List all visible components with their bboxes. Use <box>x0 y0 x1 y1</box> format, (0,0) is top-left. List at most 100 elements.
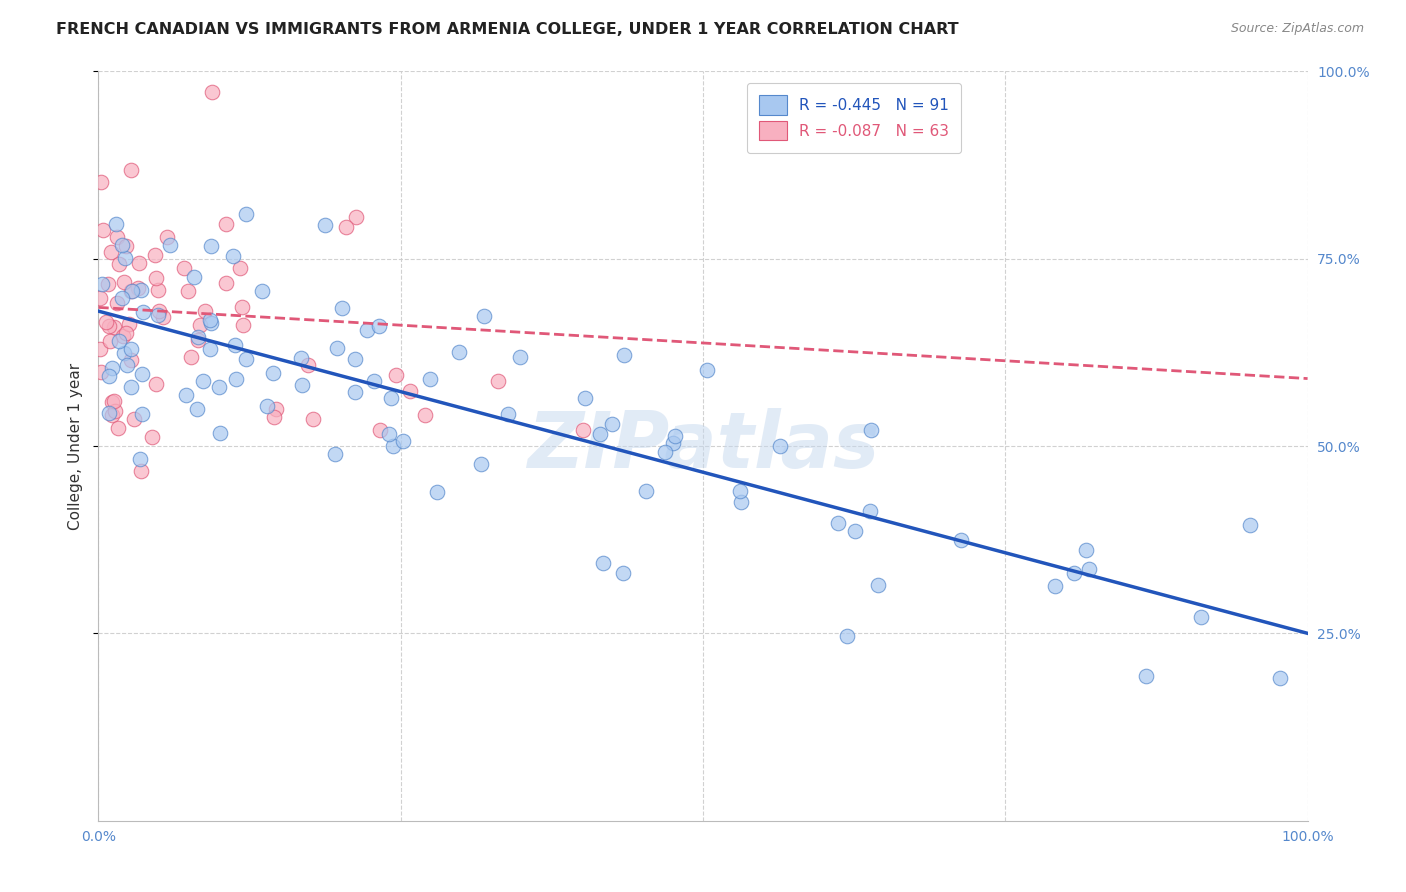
Point <box>472 309 495 323</box>
Point <box>224 337 246 351</box>
Point <box>91 277 114 292</box>
Point <box>191 375 214 389</box>
Point <box>131 407 153 421</box>
Point <box>612 566 634 580</box>
Point <box>588 427 610 442</box>
Point <box>177 285 200 299</box>
Point <box>235 351 257 366</box>
Point <box>231 318 253 332</box>
Point <box>1045 579 1067 593</box>
Point <box>97 319 120 334</box>
Point <box>111 291 134 305</box>
Point <box>447 345 470 359</box>
Point <box>344 210 367 224</box>
Point <box>208 426 231 441</box>
Point <box>662 435 685 450</box>
Text: Source: ZipAtlas.com: Source: ZipAtlas.com <box>1230 22 1364 36</box>
Point <box>600 417 623 432</box>
Point <box>101 361 124 376</box>
Point <box>131 367 153 381</box>
Point <box>187 330 209 344</box>
Text: ZIPatlas: ZIPatlas <box>527 408 879 484</box>
Point <box>356 323 378 337</box>
Point <box>121 284 143 298</box>
Point <box>120 379 142 393</box>
Point <box>143 248 166 262</box>
Point <box>486 374 509 388</box>
Point <box>186 402 208 417</box>
Point <box>111 238 134 252</box>
Point <box>115 326 138 340</box>
Point <box>949 533 972 548</box>
Point <box>330 301 353 315</box>
Point <box>112 275 135 289</box>
Point <box>263 409 285 424</box>
Point <box>664 429 686 443</box>
Point <box>128 451 150 466</box>
Point <box>103 319 125 334</box>
Point <box>1078 562 1101 576</box>
Point <box>100 244 122 259</box>
Point <box>200 312 222 326</box>
Point <box>173 261 195 276</box>
Point <box>122 412 145 426</box>
Point <box>145 376 167 391</box>
Point <box>148 283 170 297</box>
Point <box>835 629 858 643</box>
Point <box>104 217 127 231</box>
Point <box>215 217 238 231</box>
Point <box>90 175 112 189</box>
Point <box>367 318 389 333</box>
Point <box>129 464 152 478</box>
Point <box>98 334 121 348</box>
Point <box>844 524 866 538</box>
Point <box>222 249 245 263</box>
Point <box>426 484 449 499</box>
Point <box>101 408 124 422</box>
Point <box>148 304 170 318</box>
Point <box>634 484 657 499</box>
Point <box>187 333 209 347</box>
Point <box>654 445 676 459</box>
Point <box>159 238 181 252</box>
Point <box>696 363 718 377</box>
Point <box>105 229 128 244</box>
Point <box>98 369 121 384</box>
Point <box>127 281 149 295</box>
Point <box>108 257 131 271</box>
Point <box>378 427 401 442</box>
Point <box>91 223 114 237</box>
Point <box>730 495 752 509</box>
Point <box>107 421 129 435</box>
Point <box>120 353 142 368</box>
Point <box>188 318 211 333</box>
Point <box>380 391 402 405</box>
Point <box>302 412 325 426</box>
Point <box>200 317 222 331</box>
Point <box>496 407 519 421</box>
Point <box>180 350 202 364</box>
Point <box>399 384 422 398</box>
Point <box>141 430 163 444</box>
Point <box>866 577 889 591</box>
Point <box>128 255 150 269</box>
Point <box>381 439 404 453</box>
Point <box>1063 566 1085 580</box>
Point <box>104 404 127 418</box>
Point <box>89 291 111 305</box>
Point <box>384 368 406 382</box>
Point <box>592 556 614 570</box>
Point <box>413 409 436 423</box>
Point <box>264 401 287 416</box>
Point <box>183 270 205 285</box>
Point <box>344 385 367 400</box>
Y-axis label: College, Under 1 year: College, Under 1 year <box>67 362 83 530</box>
Point <box>323 447 346 461</box>
Point <box>114 252 136 266</box>
Point <box>572 423 595 437</box>
Point <box>613 348 636 362</box>
Point <box>344 352 367 367</box>
Point <box>859 504 882 518</box>
Point <box>152 310 174 325</box>
Point <box>860 424 883 438</box>
